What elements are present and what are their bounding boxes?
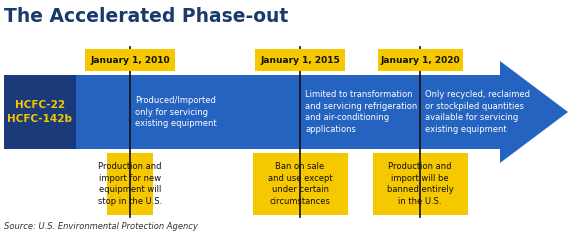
FancyBboxPatch shape: [107, 153, 153, 215]
Text: January 1, 2015: January 1, 2015: [260, 55, 340, 64]
Polygon shape: [500, 61, 568, 163]
Text: Ban on sale
and use except
under certain
circumstances: Ban on sale and use except under certain…: [268, 162, 332, 206]
Text: Produced/Imported
only for servicing
existing equipment: Produced/Imported only for servicing exi…: [135, 96, 217, 128]
FancyBboxPatch shape: [4, 75, 76, 149]
Text: Source: U.S. Environmental Protection Agency: Source: U.S. Environmental Protection Ag…: [4, 222, 198, 231]
FancyBboxPatch shape: [85, 49, 175, 71]
Text: The Accelerated Phase-out: The Accelerated Phase-out: [4, 7, 288, 26]
Text: Production and
import for new
equipment will
stop in the U.S.: Production and import for new equipment …: [98, 162, 162, 206]
FancyBboxPatch shape: [76, 75, 500, 149]
Text: January 1, 2020: January 1, 2020: [380, 55, 460, 64]
FancyBboxPatch shape: [378, 49, 463, 71]
FancyBboxPatch shape: [372, 153, 467, 215]
FancyBboxPatch shape: [252, 153, 348, 215]
Text: Only recycled, reclaimed
or stockpiled quantities
available for servicing
existi: Only recycled, reclaimed or stockpiled q…: [425, 90, 530, 134]
Text: January 1, 2010: January 1, 2010: [90, 55, 170, 64]
Text: Production and
import will be
banned entirely
in the U.S.: Production and import will be banned ent…: [387, 162, 454, 206]
Text: HCFC-22
HCFC-142b: HCFC-22 HCFC-142b: [7, 100, 73, 124]
Text: Limited to transformation
and servicing refrigeration
and air-conditioning
appli: Limited to transformation and servicing …: [305, 90, 417, 134]
FancyBboxPatch shape: [255, 49, 345, 71]
